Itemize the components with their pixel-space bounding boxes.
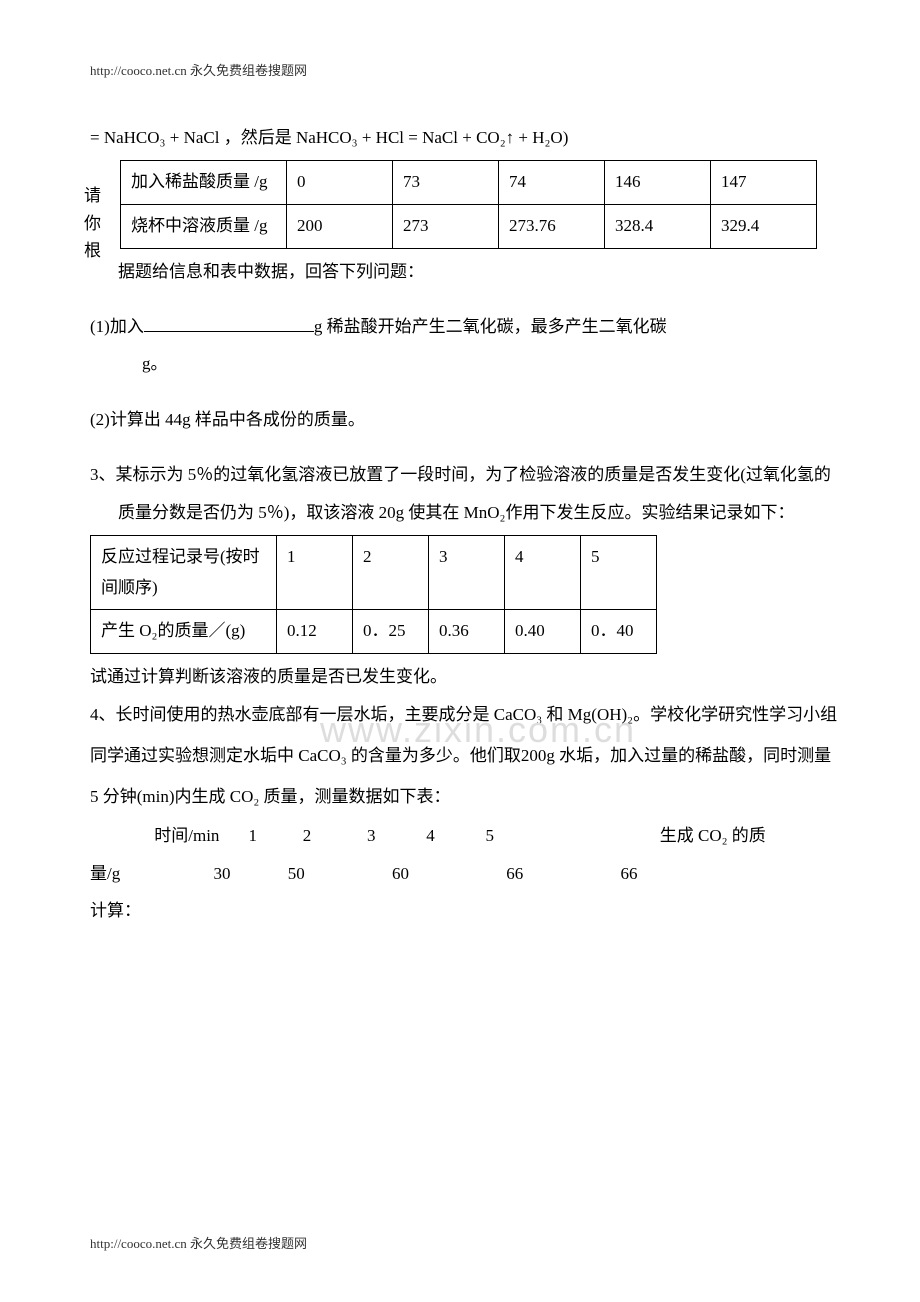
p4-co2-label: 生成 CO₂ 的质 xyxy=(660,817,766,854)
table-row: 烧杯中溶液质量 /g 200 273 273.76 328.4 329.4 xyxy=(121,204,817,248)
table-cell: 147 xyxy=(711,161,817,205)
p4-calc: 计算： xyxy=(90,892,840,929)
table-cell: 73 xyxy=(393,161,499,205)
table-1: 加入稀盐酸质量 /g 0 73 74 146 147 烧杯中溶液质量 /g 20… xyxy=(120,160,817,248)
p4-time-v: 2 xyxy=(303,817,363,854)
table-row: 反应过程记录号(按时间顺序) 1 2 3 4 5 xyxy=(91,535,657,609)
table-cell: 2 xyxy=(353,535,429,609)
problem-4: 4、长时间使用的热水壶底部有一层水垢，主要成分是 CaCO₃ 和 Mg(OH)₂… xyxy=(90,695,840,817)
table-cell: 0.36 xyxy=(429,610,505,654)
p4-mass-v: 66 xyxy=(621,855,638,892)
equation-line: = NaHCO₃ + NaCl ，然后是 NaHCO₃ + HCl = NaCl… xyxy=(90,119,840,156)
header-url: http://cooco.net.cn 永久免费组卷搜题网 xyxy=(90,60,840,79)
p4-time-label: 时间/min xyxy=(154,817,244,854)
table-row: 加入稀盐酸质量 /g 0 73 74 146 147 xyxy=(121,161,817,205)
p4-mass-v: 60 xyxy=(392,855,502,892)
p3b-text: 试通过计算判断该溶液的质量是否已发生变化。 xyxy=(90,658,840,695)
side-vertical-text: 请 你 根 xyxy=(84,182,104,264)
table-cell: 5 xyxy=(581,535,657,609)
p4-mass-v: 30 xyxy=(214,855,284,892)
p4-time-v: 1 xyxy=(249,817,299,854)
table-cell: 74 xyxy=(499,161,605,205)
p4-time-v: 4 xyxy=(426,817,481,854)
table-row: 产生 O₂的质量／(g) 0.12 0．25 0.36 0.40 0．40 xyxy=(91,610,657,654)
table-cell: 4 xyxy=(505,535,581,609)
table-2: 反应过程记录号(按时间顺序) 1 2 3 4 5 产生 O₂的质量／(g) 0.… xyxy=(90,535,657,654)
footer-url: http://cooco.net.cn 永久免费组卷搜题网 xyxy=(90,1233,307,1252)
blank-field[interactable] xyxy=(144,314,314,332)
p4-time-v: 5 xyxy=(486,817,656,854)
table1-wrap: 请 你 根 加入稀盐酸质量 /g 0 73 74 146 147 烧杯中溶液质量… xyxy=(90,160,840,248)
table-cell: 0．40 xyxy=(581,610,657,654)
side-char-1: 请 xyxy=(84,186,101,205)
table-cell: 329.4 xyxy=(711,204,817,248)
p4-mass-row: 量/g 30 50 60 66 66 xyxy=(90,855,840,892)
table-cell: 加入稀盐酸质量 /g xyxy=(121,161,287,205)
table-cell: 0.40 xyxy=(505,610,581,654)
table-cell: 146 xyxy=(605,161,711,205)
table-cell: 1 xyxy=(277,535,353,609)
p4-mass-v: 66 xyxy=(506,855,616,892)
p4-time-v: 3 xyxy=(367,817,422,854)
table-cell: 产生 O₂的质量／(g) xyxy=(91,610,277,654)
side-char-2: 你 xyxy=(84,214,101,233)
after-table1-text: 据题给信息和表中数据，回答下列问题： xyxy=(90,253,840,290)
table-cell: 3 xyxy=(429,535,505,609)
table-cell: 328.4 xyxy=(605,204,711,248)
q1-post: g 稀盐酸开始产生二氧化碳，最多产生二氧化碳 xyxy=(314,317,667,336)
problem-3: 3、某标示为 5％的过氧化氢溶液已放置了一段时间，为了检验溶液的质量是否发生变化… xyxy=(90,456,840,531)
side-char-3: 根 xyxy=(84,241,101,260)
p3-text: 3、某标示为 5％的过氧化氢溶液已放置了一段时间，为了检验溶液的质量是否发生变化… xyxy=(90,465,831,521)
table-cell: 0．25 xyxy=(353,610,429,654)
p4-mass-label: 量/g xyxy=(90,855,170,892)
question-1: (1)加入 g 稀盐酸开始产生二氧化碳，最多产生二氧化碳 xyxy=(90,308,840,345)
table-cell: 0 xyxy=(287,161,393,205)
table-cell: 200 xyxy=(287,204,393,248)
table-cell: 0.12 xyxy=(277,610,353,654)
table-cell: 烧杯中溶液质量 /g xyxy=(121,204,287,248)
p4-mass-v: 50 xyxy=(288,855,388,892)
q1-tail: g。 xyxy=(90,345,840,382)
p4-time-row: 时间/min 1 2 3 4 5 生成 CO₂ 的质 xyxy=(90,817,840,854)
table-cell: 273 xyxy=(393,204,499,248)
table-cell: 273.76 xyxy=(499,204,605,248)
question-2: (2)计算出 44g 样品中各成份的质量。 xyxy=(90,401,840,438)
q1-pre: (1)加入 xyxy=(90,317,144,336)
table-cell: 反应过程记录号(按时间顺序) xyxy=(91,535,277,609)
